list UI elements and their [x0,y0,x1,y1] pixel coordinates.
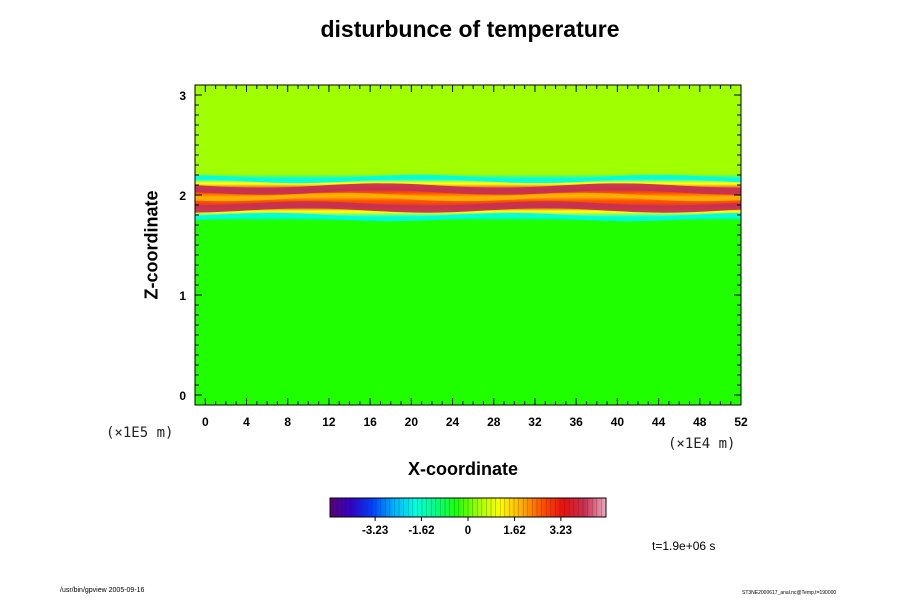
x-tick-label: 32 [528,415,542,429]
x-tick-label: 12 [322,415,336,429]
y-tick-label: 3 [179,89,186,103]
y-axis: 0 1 2 3 [179,84,741,406]
footer-source: ST3NE2000617_anal.nc@Temp,t=190000 [742,590,837,596]
colorbar-tick-label: 0 [465,525,471,537]
y-tick-label: 2 [179,189,186,203]
x-tick-label: 8 [284,415,291,429]
field-background [195,85,741,405]
x-tick-label: 36 [569,415,583,429]
y-axis-label: Z-coordinate [141,190,162,300]
x-tick-label: 20 [405,415,419,429]
x-axis: 0 4 8 12 16 20 24 28 32 36 40 44 48 52 [194,85,748,429]
colorbar-tick-label: 1.62 [503,525,525,537]
footer-command: /usr/bin/gpview 2005-09-16 [60,587,145,594]
x-tick-label: 4 [243,415,250,429]
band-layer [195,174,741,222]
colorbar-tick-label: -1.62 [408,525,434,537]
y-tick-label: 0 [179,389,186,403]
band-1 [195,174,741,184]
x-tick-label: 16 [363,415,377,429]
plot-area [194,84,742,406]
y-tick-label: 1 [179,289,186,303]
x-tick-label: 48 [693,415,707,429]
x-tick-label: 24 [446,415,460,429]
x-axis-unit: (×1E4 m) [668,436,736,452]
x-tick-label: 40 [611,415,625,429]
x-axis-label: X-coordinate [408,459,519,479]
chart-title: disturbunce of temperature [320,16,620,42]
x-tick-label: 44 [652,415,666,429]
x-tick-label: 0 [202,415,209,429]
band-4 [195,201,741,213]
colorbar: -3.23 -1.62 0 1.62 3.23 [329,497,607,537]
y-axis-unit: (×1E5 m) [106,425,174,441]
x-tick-label: 52 [734,415,748,429]
colorbar-tick-label: -3.23 [362,525,388,537]
band-5 [195,212,741,222]
colorbar-tick-label: 3.23 [550,525,572,537]
band-3 [195,192,741,202]
band-2 [195,183,741,195]
x-tick-label: 28 [487,415,501,429]
time-annotation: t=1.9e+06 s [652,539,716,553]
